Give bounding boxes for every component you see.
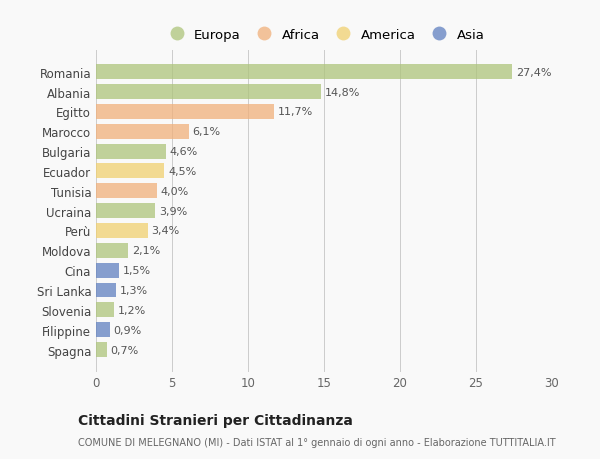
Text: 27,4%: 27,4% — [516, 67, 552, 78]
Text: 6,1%: 6,1% — [193, 127, 221, 137]
Bar — [96, 204, 155, 218]
Bar — [96, 263, 119, 278]
Text: 1,3%: 1,3% — [119, 285, 148, 295]
Bar — [96, 243, 128, 258]
Bar — [96, 105, 274, 119]
Text: 1,2%: 1,2% — [118, 305, 146, 315]
Bar — [96, 224, 148, 238]
Text: 4,5%: 4,5% — [168, 167, 196, 177]
Legend: Europa, Africa, America, Asia: Europa, Africa, America, Asia — [160, 25, 488, 46]
Bar — [96, 303, 114, 318]
Bar — [96, 124, 189, 140]
Text: Cittadini Stranieri per Cittadinanza: Cittadini Stranieri per Cittadinanza — [78, 414, 353, 428]
Text: 11,7%: 11,7% — [278, 107, 313, 117]
Text: 0,9%: 0,9% — [113, 325, 142, 335]
Bar — [96, 85, 321, 100]
Bar — [96, 283, 116, 298]
Text: 0,7%: 0,7% — [110, 345, 139, 355]
Bar — [96, 164, 164, 179]
Text: 1,5%: 1,5% — [122, 266, 151, 275]
Text: COMUNE DI MELEGNANO (MI) - Dati ISTAT al 1° gennaio di ogni anno - Elaborazione : COMUNE DI MELEGNANO (MI) - Dati ISTAT al… — [78, 437, 556, 447]
Bar — [96, 144, 166, 159]
Bar — [96, 342, 107, 357]
Text: 3,4%: 3,4% — [151, 226, 180, 236]
Text: 3,9%: 3,9% — [159, 206, 187, 216]
Bar — [96, 184, 157, 199]
Text: 4,0%: 4,0% — [161, 186, 189, 196]
Text: 2,1%: 2,1% — [132, 246, 160, 256]
Bar — [96, 323, 110, 337]
Text: 14,8%: 14,8% — [325, 87, 360, 97]
Bar — [96, 65, 512, 80]
Text: 4,6%: 4,6% — [170, 147, 198, 157]
